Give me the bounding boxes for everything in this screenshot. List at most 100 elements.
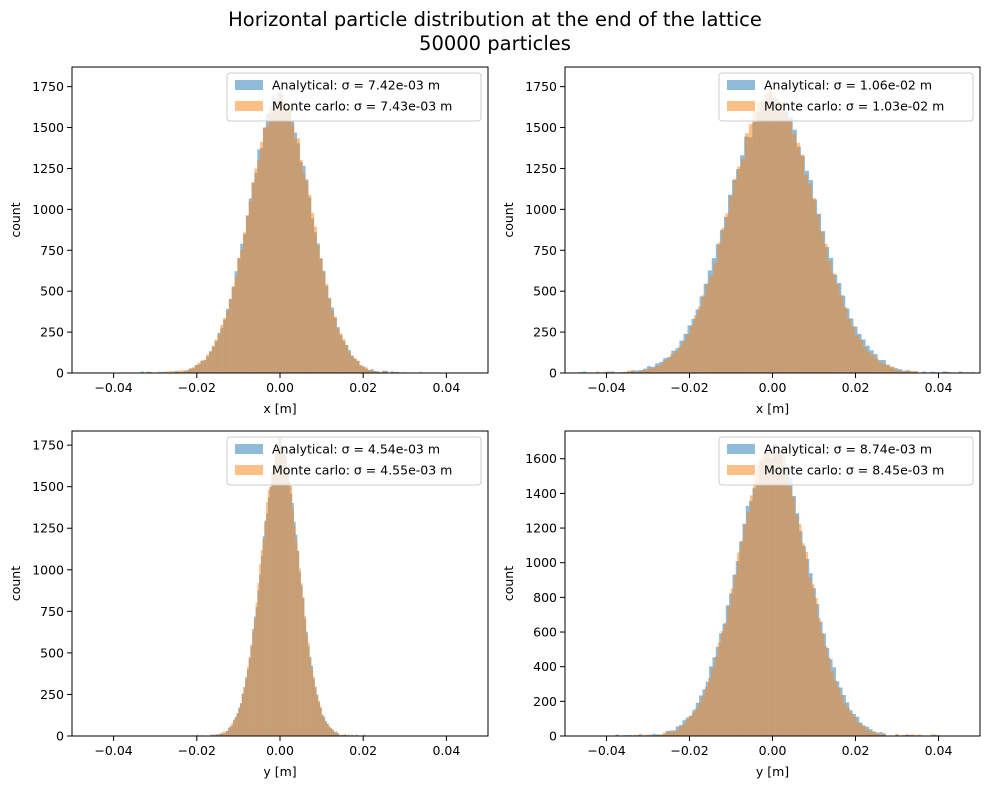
legend-label: Monte carlo: σ = 8.45e-03 m	[764, 463, 944, 478]
y-tick-label: 600	[533, 625, 557, 640]
histogram-bar	[308, 194, 312, 373]
legend: Analytical: σ = 7.42e-03 m Monte carlo: σ…	[226, 72, 482, 122]
histogram-bar	[705, 283, 710, 373]
histogram-bar	[252, 632, 254, 736]
histogram-bar	[652, 733, 656, 736]
histogram-bar	[267, 489, 270, 736]
histogram-bar	[245, 678, 247, 736]
histogram-bar	[163, 371, 167, 373]
histogram-bar	[894, 369, 899, 373]
legend-swatch	[727, 465, 755, 475]
histogram-bar	[348, 352, 352, 373]
y-tick-label: 200	[533, 694, 557, 709]
histogram-bar	[843, 307, 848, 373]
histogram-bar	[827, 657, 831, 736]
histogram-bar	[642, 370, 647, 373]
histogram-bar	[240, 249, 244, 373]
histogram-bar	[347, 734, 350, 736]
histogram-bar	[344, 734, 347, 736]
y-tick-label: 1250	[525, 161, 557, 176]
histogram-bar	[194, 365, 198, 373]
x-tick-label: −0.02	[178, 743, 216, 758]
histogram-bar	[639, 734, 643, 736]
histogram-bar	[831, 273, 836, 373]
histogram-bar	[785, 473, 789, 736]
histogram-bar	[760, 100, 765, 373]
histogram-bar	[744, 133, 749, 373]
legend: Analytical: σ = 4.54e-03 m Monte carlo: σ…	[226, 436, 482, 486]
histogram-bar	[282, 100, 286, 373]
histogram-bar	[186, 371, 189, 373]
legend-swatch	[235, 444, 263, 454]
histogram-bar	[837, 687, 841, 736]
histogram-bar	[717, 642, 721, 736]
histogram-bar	[724, 622, 728, 736]
y-tick-label: 800	[533, 590, 557, 605]
histogram-bar	[200, 360, 204, 373]
legend-box	[226, 436, 482, 486]
histogram-bar	[764, 93, 769, 373]
histogram-bar	[582, 371, 587, 373]
legend-swatch	[727, 80, 755, 90]
histogram-bar	[780, 102, 785, 373]
histogram-bar	[304, 616, 307, 736]
legend-label: Analytical: σ = 4.54e-03 m	[272, 442, 440, 457]
histogram-bar	[223, 317, 226, 373]
x-tick-label: −0.02	[670, 743, 708, 758]
histogram-bar	[234, 717, 237, 736]
x-tick-label: 0.02	[842, 743, 870, 758]
histogram-bar	[855, 335, 860, 373]
legend-box	[226, 72, 482, 122]
histogram-bar	[314, 686, 317, 736]
histogram-bar	[224, 731, 227, 736]
histogram-bar	[334, 316, 337, 373]
histogram-bar	[368, 370, 371, 373]
histogram-bar	[232, 720, 235, 736]
histogram-bar	[280, 90, 283, 373]
histogram-bar	[847, 318, 852, 373]
histogram-bar	[637, 734, 641, 736]
histogram-bar	[798, 524, 802, 736]
histogram-bar	[333, 733, 336, 736]
histogram-bar	[177, 370, 181, 373]
histogram-bar	[169, 371, 172, 373]
histogram-bar	[713, 262, 718, 373]
histogram-bar	[253, 619, 256, 736]
histogram-bar	[318, 701, 321, 736]
figure-title-line1: Horizontal particle distribution at the …	[228, 8, 762, 31]
histogram-bar	[376, 371, 380, 373]
x-tick-label: 0.04	[925, 743, 953, 758]
y-tick-label: 1500	[32, 120, 64, 135]
histogram-bar	[257, 582, 260, 736]
histogram-bar	[646, 368, 651, 373]
histogram-bar	[215, 734, 218, 736]
histogram-bar	[772, 103, 777, 374]
histogram-bar	[212, 734, 214, 736]
y-axis-label: count	[501, 202, 516, 237]
histogram-bar	[319, 258, 323, 373]
legend-label: Monte carlo: σ = 7.43e-03 m	[272, 99, 452, 114]
histogram-bar	[807, 184, 812, 373]
histogram-bar	[382, 370, 386, 373]
histogram-bar	[740, 540, 744, 736]
histogram-bar	[707, 678, 712, 736]
y-tick-label: 500	[40, 284, 64, 299]
histogram-bar	[811, 198, 816, 373]
histogram-bar	[685, 719, 689, 736]
histogram-bar	[862, 726, 867, 736]
histogram-bar	[219, 733, 221, 736]
histogram-bar	[800, 154, 804, 373]
histogram-bar	[180, 370, 184, 373]
histogram-bar	[872, 732, 876, 736]
histogram-bar	[262, 539, 265, 736]
histogram-bar	[672, 730, 676, 736]
x-tick-label: −0.02	[178, 380, 216, 395]
histogram-bar	[727, 606, 731, 736]
y-tick-label: 250	[533, 325, 557, 340]
histogram-bar	[835, 284, 840, 373]
histogram-bar	[775, 454, 779, 736]
y-tick-label: 500	[533, 284, 557, 299]
histogram-bar	[288, 108, 292, 373]
histogram-bar	[890, 366, 895, 373]
histogram-bar	[843, 703, 847, 736]
